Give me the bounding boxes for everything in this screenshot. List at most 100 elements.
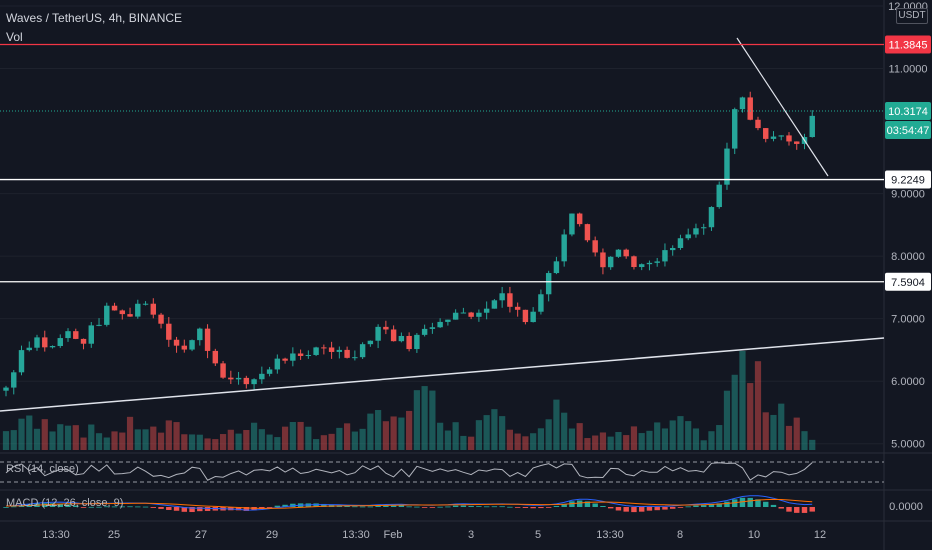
macd-histogram-bar [266, 507, 273, 508]
volume-bar [553, 399, 560, 450]
volume-bar [26, 415, 33, 450]
macd-histogram-bar [406, 506, 412, 508]
candle-body [313, 347, 319, 355]
level-price-label: 11.3845 [889, 39, 928, 51]
candle-body [538, 294, 544, 312]
candle-body [763, 128, 769, 139]
macd-histogram-bar [631, 507, 637, 513]
rsi-legend[interactable]: RSI (14, close) [6, 463, 79, 475]
volume-bar [716, 425, 723, 450]
candle-body [452, 312, 459, 320]
bar-countdown: 03:54:47 [887, 125, 930, 137]
macd-histogram-bar [142, 506, 149, 508]
price-tick-label: 5.0000 [891, 439, 925, 451]
macd-histogram-bar [429, 507, 436, 508]
candle-body [499, 293, 505, 301]
volume-bar [49, 431, 56, 450]
time-tick-label: 5 [535, 529, 541, 541]
price-axis[interactable]: 12.000011.00009.00008.00007.00006.00005.… [888, 1, 928, 451]
volume-bar [289, 421, 296, 450]
volume-bar [437, 422, 444, 450]
volume-bar [468, 436, 475, 450]
symbol-legend[interactable]: Waves / TetherUS, 4h, BINANCE [6, 11, 183, 25]
macd-legend[interactable]: MACD (12, 26, close, 9) [6, 497, 124, 509]
macd-histogram-bar [359, 506, 366, 508]
macd-histogram-bar [669, 507, 676, 509]
volume-bar [351, 431, 358, 450]
candle-body [569, 213, 575, 235]
time-axis[interactable]: 13:30 25 27 29 13:30 Feb 3 5 13:30 8 10 12 [42, 529, 826, 541]
volume-bar [359, 428, 366, 450]
candle-body [638, 264, 645, 268]
volume-bar [522, 436, 529, 450]
macd-histogram-bar [514, 507, 521, 508]
candle-body [181, 345, 188, 350]
candle-body [26, 347, 32, 351]
volume-bar [514, 433, 521, 450]
macd-histogram-bar [794, 507, 800, 513]
candle-body [290, 353, 296, 361]
candle-body [615, 249, 622, 257]
ascending-trendline[interactable] [0, 337, 885, 412]
volume-bar [134, 429, 141, 450]
candle-body [18, 350, 25, 373]
volume-bar [2, 431, 10, 450]
macd-histogram-bar [375, 505, 381, 507]
macd-histogram-bar [654, 507, 660, 511]
macd-histogram-bar [507, 506, 513, 508]
price-tick-label: 7.0000 [891, 314, 925, 326]
candle-body [406, 335, 412, 350]
candle-body [677, 238, 684, 248]
macd-histogram-bar [476, 506, 482, 507]
volume-bar [336, 427, 343, 450]
macd-histogram-bar [607, 507, 614, 509]
currency-button[interactable]: USDT [896, 8, 928, 24]
volume-bar [785, 425, 793, 450]
level-price-label: 7.5904 [891, 277, 925, 289]
volume-bar [669, 420, 676, 450]
volume-bar [80, 437, 87, 450]
macd-histogram-bar [11, 506, 17, 508]
candle-body [724, 148, 730, 185]
candle-body [770, 136, 777, 139]
macd-histogram-bar [483, 506, 490, 508]
volume-bars [2, 350, 816, 450]
candle-body [96, 324, 102, 326]
macd-histogram-bar [755, 499, 761, 507]
time-tick-label: 8 [677, 529, 683, 541]
volume-bar [692, 428, 700, 450]
candle-body [631, 256, 637, 268]
volume-legend[interactable]: Vol [6, 30, 23, 44]
volume-bar [126, 416, 134, 450]
level-price-badge [885, 272, 931, 291]
macd-histogram-bar [561, 503, 567, 507]
volume-bar [119, 432, 126, 450]
volume-bar [638, 433, 645, 450]
macd-histogram-bar [460, 505, 467, 507]
macd-histogram-bar [166, 507, 172, 510]
volume-bar [41, 419, 48, 450]
macd-histogram-bar [390, 505, 397, 507]
candle-body [297, 353, 304, 356]
candle-body [491, 300, 498, 309]
candle-body [104, 305, 110, 325]
candle-body [755, 119, 761, 129]
candle-body [57, 338, 63, 347]
volume-bar [258, 429, 265, 450]
volume-bar [406, 410, 413, 450]
macd-histogram-bar [73, 505, 79, 507]
volume-bar [212, 439, 219, 450]
candle-body [739, 97, 746, 110]
macd-histogram-bar [499, 506, 505, 508]
candle-body [429, 327, 436, 329]
volume-bar [173, 422, 180, 450]
candle-body [460, 312, 467, 314]
descending-trendline[interactable] [736, 37, 829, 177]
time-tick-label: 13:30 [42, 529, 70, 541]
macd-histogram-bar [677, 507, 684, 508]
level-price-badge [885, 35, 931, 54]
countdown-badge [885, 121, 931, 139]
volume-bar [584, 438, 591, 450]
volume-bar [312, 439, 320, 450]
